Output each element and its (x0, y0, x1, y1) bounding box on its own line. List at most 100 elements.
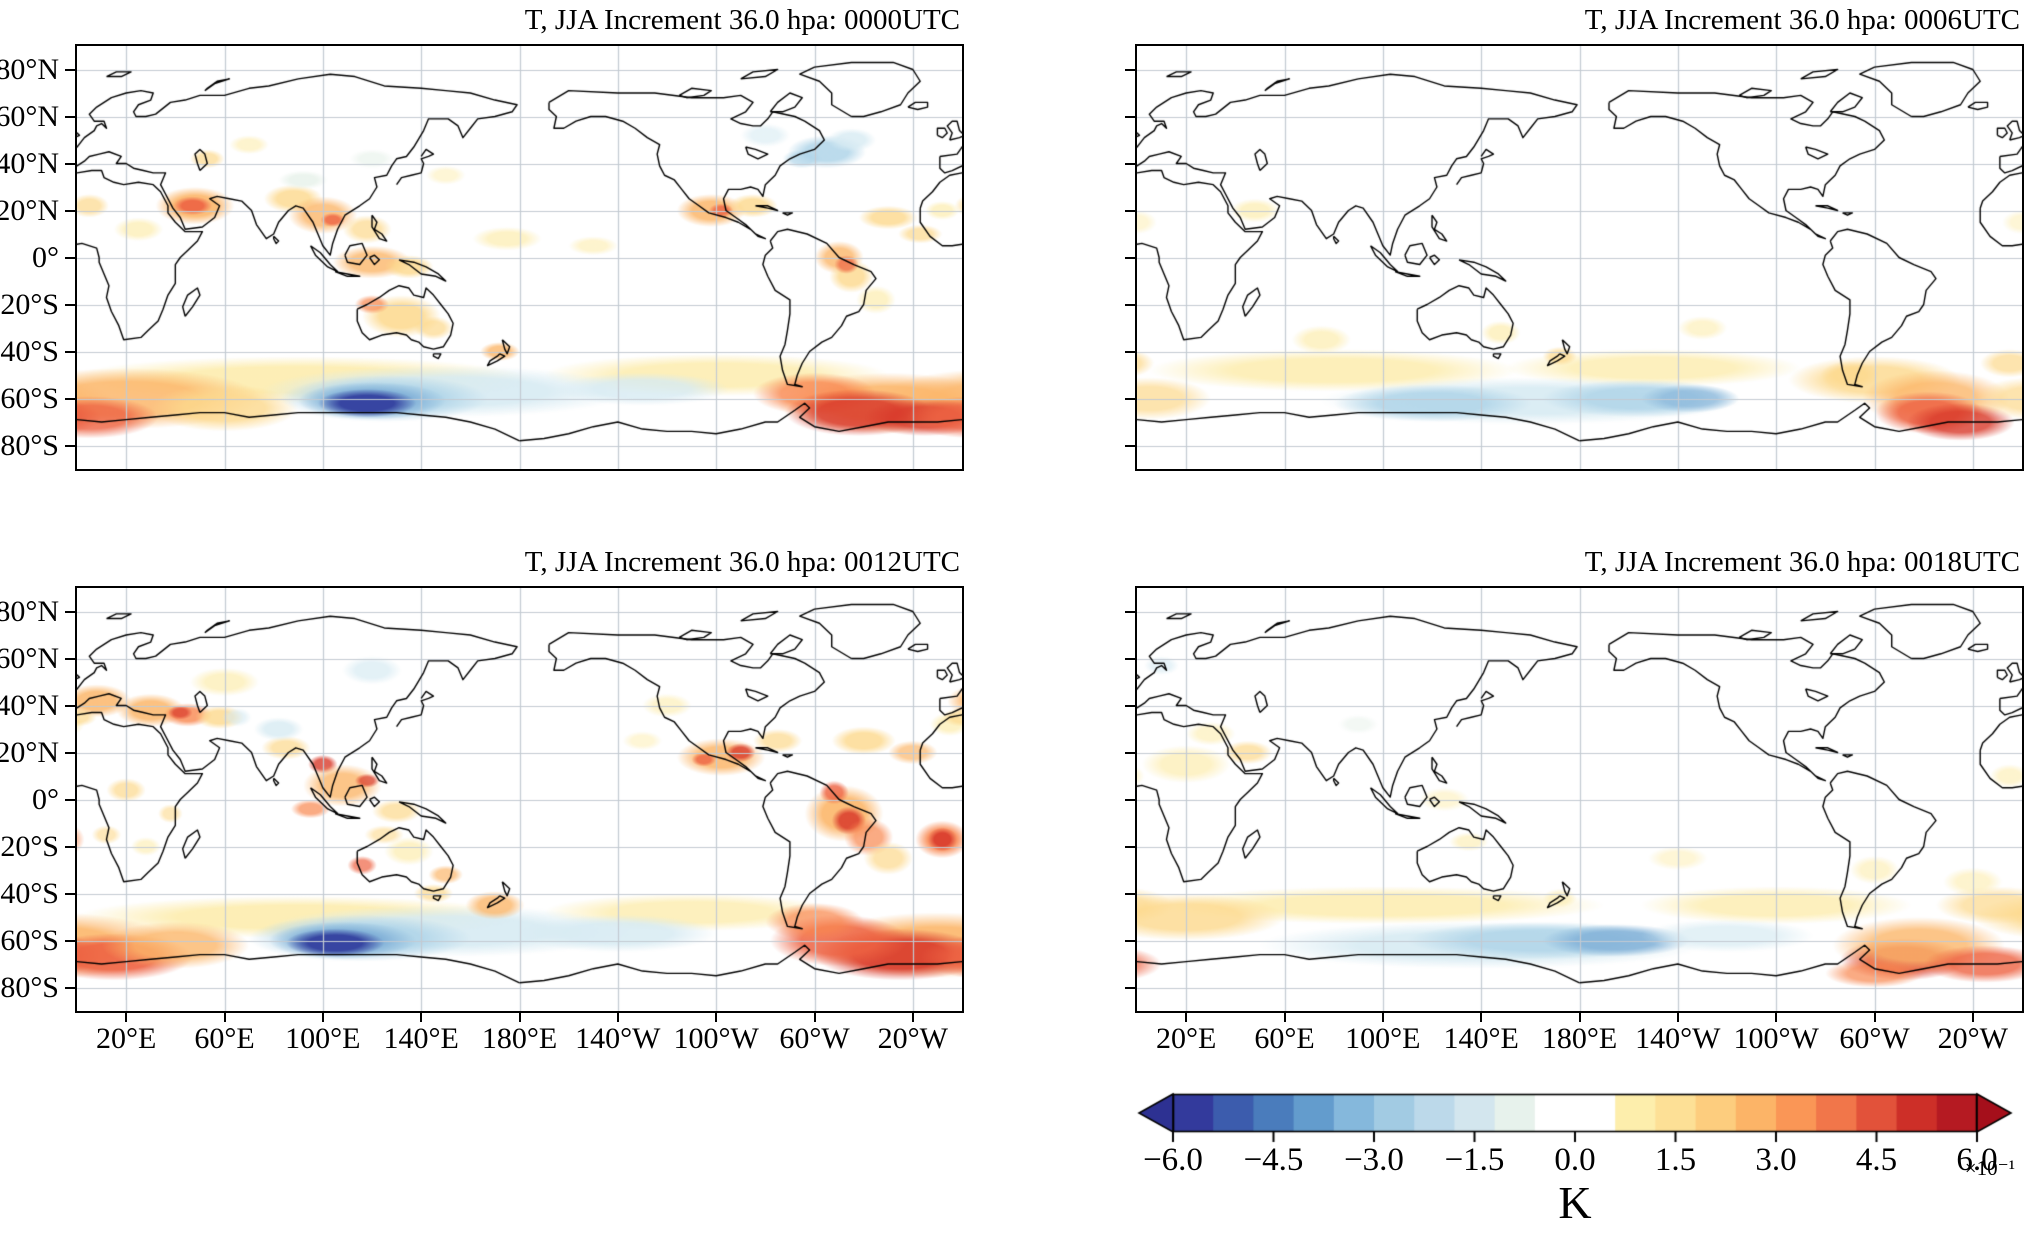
x-tick-label: 100°W (673, 1022, 759, 1055)
y-axis-tick (65, 892, 75, 895)
x-tick-label: 60°E (1254, 1022, 1315, 1055)
y-axis-tick (65, 845, 75, 848)
x-tick-label: 140°E (1443, 1022, 1519, 1055)
colorbar-tick-label: 1.5 (1654, 1142, 1697, 1178)
y-tick-label: 80°S (0, 428, 59, 462)
y-axis-tick (1125, 162, 1135, 165)
y-tick-label: 40°S (0, 876, 59, 910)
y-tick-label: 60°S (0, 923, 59, 957)
y-tick-label: 80°N (0, 594, 59, 628)
x-tick-label: 60°W (779, 1022, 850, 1055)
colorbar-tick-label: −4.5 (1243, 1142, 1304, 1178)
colorbar-tick-label: −6.0 (1143, 1142, 1203, 1178)
panel-title-0006utc: T, JJA Increment 36.0 hpa: 0006UTC (1584, 4, 2020, 36)
x-tick-label: 100°W (1733, 1022, 1819, 1055)
x-tick-label: 100°E (1345, 1022, 1421, 1055)
x-tick-label: 20°E (95, 1022, 157, 1055)
y-axis-tick (1125, 986, 1135, 989)
x-axis-tick (1775, 1013, 1778, 1022)
y-tick-label: 20°N (0, 193, 59, 227)
y-axis-tick (1125, 397, 1135, 400)
x-tick-label: 20°W (1937, 1022, 2008, 1055)
y-tick-label: 60°S (0, 381, 59, 415)
x-axis-tick (1873, 1013, 1876, 1022)
y-axis-tick (65, 657, 75, 660)
y-tick-label: 0° (32, 782, 59, 816)
y-axis-tick (65, 986, 75, 989)
y-axis-tick (1125, 657, 1135, 660)
y-tick-label: 20°S (0, 829, 59, 863)
map-canvas-0012utc (77, 588, 962, 1011)
x-tick-label: 180°E (481, 1022, 558, 1055)
y-tick-label: 80°S (0, 970, 59, 1004)
y-axis-tick (1125, 751, 1135, 754)
y-axis-tick (1125, 256, 1135, 259)
x-tick-label: 140°W (1635, 1022, 1721, 1055)
map-panel-0006utc (1135, 44, 2024, 471)
x-axis-tick (321, 1013, 324, 1022)
y-axis-tick (65, 704, 75, 707)
y-axis-tick (65, 939, 75, 942)
y-tick-label: 60°N (0, 99, 59, 133)
y-axis-tick (65, 798, 75, 801)
y-tick-label: 20°S (0, 287, 59, 321)
y-tick-label: 0° (32, 240, 59, 274)
panel-title-0000utc: T, JJA Increment 36.0 hpa: 0000UTC (524, 4, 960, 36)
x-axis-tick (125, 1013, 128, 1022)
y-axis-tick (65, 256, 75, 259)
y-tick-label: 40°N (0, 688, 59, 722)
y-tick-label: 80°N (0, 52, 59, 86)
y-axis-tick (1125, 892, 1135, 895)
x-tick-label: 100°E (285, 1022, 361, 1055)
x-axis-tick (1185, 1013, 1188, 1022)
x-axis-tick (420, 1013, 423, 1022)
x-axis-tick (1381, 1013, 1384, 1022)
y-axis-tick (65, 751, 75, 754)
map-panel-0018utc (1135, 586, 2024, 1013)
y-axis-tick (1125, 444, 1135, 447)
y-axis-tick (65, 115, 75, 118)
map-panel-0000utc (75, 44, 964, 471)
x-axis-tick (1676, 1013, 1679, 1022)
x-tick-label: 180°E (1541, 1022, 1618, 1055)
x-tick-label: 60°E (194, 1022, 255, 1055)
x-tick-label: 140°W (575, 1022, 661, 1055)
x-axis-tick (1283, 1013, 1286, 1022)
panel-title-0018utc: T, JJA Increment 36.0 hpa: 0018UTC (1584, 546, 2020, 578)
colorbar-tick-label: 3.0 (1755, 1142, 1797, 1178)
x-axis-tick (1480, 1013, 1483, 1022)
x-axis-tick (1578, 1013, 1581, 1022)
y-axis-tick (1125, 939, 1135, 942)
y-axis-tick (65, 303, 75, 306)
y-axis-tick (1125, 350, 1135, 353)
colorbar-tick-label: −3.0 (1344, 1142, 1404, 1178)
y-tick-label: 40°S (0, 334, 59, 368)
y-axis-tick (65, 444, 75, 447)
y-axis-tick (1125, 610, 1135, 613)
map-canvas-0000utc (77, 46, 962, 469)
x-tick-label: 60°W (1839, 1022, 1910, 1055)
x-axis-tick (1971, 1013, 1974, 1022)
x-tick-label: 140°E (383, 1022, 459, 1055)
x-axis-tick (518, 1013, 521, 1022)
y-tick-label: 20°N (0, 735, 59, 769)
y-axis-tick (1125, 303, 1135, 306)
x-tick-label: 20°W (877, 1022, 948, 1055)
x-axis-tick (813, 1013, 816, 1022)
y-axis-tick (1125, 115, 1135, 118)
panel-title-0012utc: T, JJA Increment 36.0 hpa: 0012UTC (524, 546, 960, 578)
map-panel-0012utc (75, 586, 964, 1013)
y-axis-tick (1125, 798, 1135, 801)
y-tick-label: 60°N (0, 641, 59, 675)
map-canvas-0006utc (1137, 46, 2022, 469)
colorbar-tick-label: −1.5 (1444, 1142, 1505, 1178)
map-canvas-0018utc (1137, 588, 2022, 1011)
colorbar-tick-label: 4.5 (1855, 1142, 1898, 1178)
x-axis-tick (223, 1013, 226, 1022)
y-tick-label: 40°N (0, 146, 59, 180)
y-axis-tick (65, 610, 75, 613)
y-axis-tick (1125, 209, 1135, 212)
x-axis-tick (715, 1013, 718, 1022)
colorbar (1135, 1090, 2015, 1150)
